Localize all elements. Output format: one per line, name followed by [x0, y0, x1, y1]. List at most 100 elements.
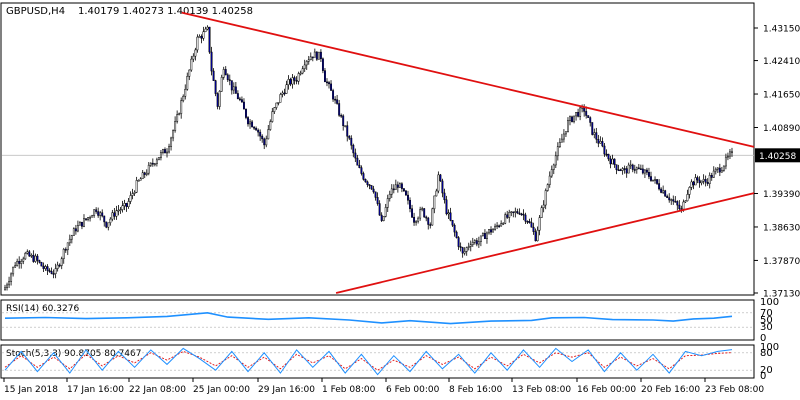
candle-body	[208, 26, 211, 53]
candle-body	[360, 167, 363, 174]
candle-body	[44, 266, 47, 269]
candle-body	[494, 225, 497, 230]
candle-body	[668, 197, 671, 201]
candle-body	[190, 58, 193, 71]
candle-body	[111, 212, 114, 220]
candle-body	[686, 194, 689, 202]
candle-body	[449, 212, 452, 221]
candle-body	[285, 84, 288, 94]
candle-body	[32, 254, 35, 262]
candle-body	[10, 273, 13, 282]
candle-body	[115, 210, 118, 217]
candle-body	[83, 218, 85, 227]
candle-body	[465, 247, 468, 252]
candle-body	[552, 164, 555, 170]
candle-body	[459, 246, 462, 248]
candle-body	[166, 151, 168, 154]
candle-body	[589, 117, 592, 123]
candle-body	[68, 238, 71, 244]
candle-body	[317, 51, 320, 60]
candle-body	[42, 265, 45, 269]
candle-body	[724, 156, 727, 167]
candle-body	[429, 224, 432, 226]
support-trendline	[335, 192, 755, 294]
candle-body	[4, 287, 6, 291]
time-tick-label: 23 Feb 08:00	[705, 385, 764, 395]
candle-body	[119, 209, 122, 211]
candle-body	[70, 235, 73, 240]
candle-body	[467, 246, 470, 248]
candle-body	[162, 149, 164, 153]
candle-body	[204, 28, 207, 32]
candle-body	[372, 188, 375, 193]
candle-body	[259, 131, 262, 137]
candle-body	[141, 172, 144, 180]
candle-body	[24, 253, 27, 260]
stoch-main-line	[4, 347, 733, 376]
candle-body	[611, 158, 614, 165]
candle-body	[263, 138, 266, 146]
candle-body	[16, 261, 19, 266]
candle-body	[159, 152, 162, 158]
candle-body	[378, 203, 381, 216]
candle-body	[133, 191, 136, 194]
candle-body	[524, 214, 527, 222]
candle-body	[625, 168, 628, 174]
candle-body	[500, 223, 503, 227]
candle-body	[40, 262, 43, 267]
candle-body	[477, 241, 480, 245]
candle-body	[714, 168, 717, 172]
price-tick-label: 1.40890	[763, 124, 800, 134]
candle-body	[633, 169, 636, 171]
candle-body	[666, 195, 669, 198]
candle-body	[718, 167, 721, 173]
candle-body	[637, 167, 640, 170]
candle-body	[18, 261, 21, 264]
candle-body	[366, 181, 369, 185]
candle-body	[12, 266, 15, 275]
candle-body	[238, 98, 241, 101]
candle-body	[328, 82, 330, 85]
candle-body	[716, 167, 719, 170]
candle-body	[486, 232, 488, 239]
candle-body	[445, 199, 448, 215]
candle-body	[536, 229, 539, 242]
candle-body	[567, 120, 569, 132]
candle-body	[409, 199, 411, 209]
candle-body	[595, 132, 598, 140]
candlesticks	[4, 25, 733, 291]
indicator-tick-label: 100	[760, 297, 779, 308]
candle-body	[684, 200, 687, 203]
candle-body	[261, 135, 264, 140]
candle-body	[109, 218, 112, 224]
candle-body	[28, 251, 31, 257]
candle-body	[275, 102, 278, 108]
candle-body	[184, 88, 187, 97]
candle-body	[168, 146, 170, 153]
indicator-tick-label: 80	[760, 348, 773, 359]
time-tick-label: 20 Feb 16:00	[641, 385, 700, 395]
candle-body	[571, 116, 573, 122]
candle-body	[546, 184, 549, 191]
candle-body	[621, 168, 624, 171]
candle-body	[591, 122, 594, 135]
candle-body	[631, 164, 634, 170]
candle-body	[277, 102, 280, 104]
price-axis: 1.43150 1.42410 1.41650 1.40890 1.39390 1.386…	[754, 25, 800, 300]
candle-body	[174, 121, 177, 131]
indicator-tick-label: 70	[760, 308, 773, 319]
candle-body	[437, 174, 440, 192]
trendlines	[181, 11, 755, 294]
candle-body	[639, 168, 642, 170]
candle-body	[6, 284, 8, 289]
candle-body	[58, 264, 61, 267]
candle-body	[240, 99, 243, 103]
candle-body	[326, 81, 328, 84]
candle-body	[704, 179, 707, 183]
candle-body	[127, 201, 130, 208]
candle-body	[81, 221, 83, 227]
candle-body	[656, 179, 659, 184]
candle-body	[147, 164, 150, 174]
candle-body	[461, 247, 464, 254]
candle-body	[688, 187, 691, 195]
